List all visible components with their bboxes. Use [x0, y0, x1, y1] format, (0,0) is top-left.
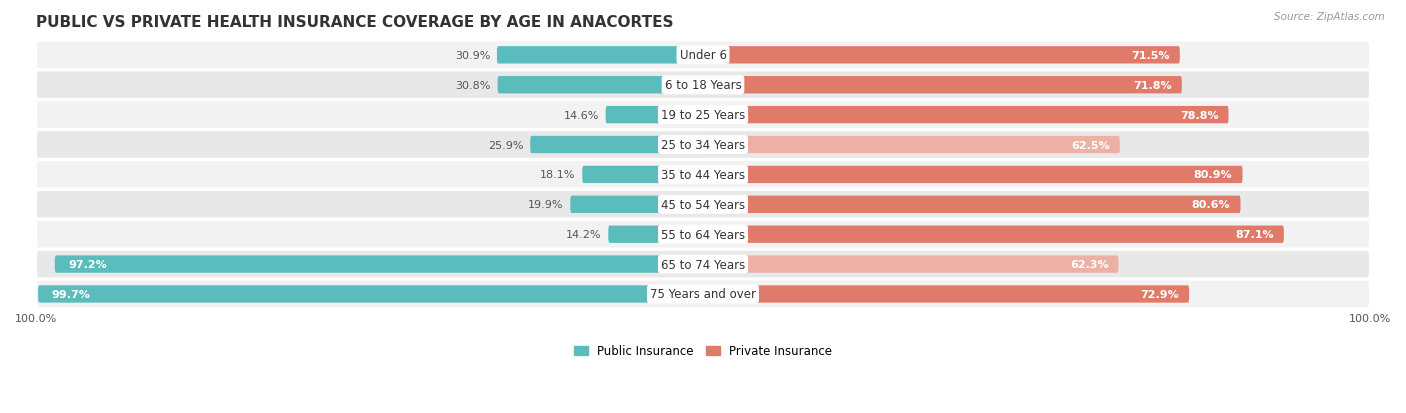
FancyBboxPatch shape [496, 47, 703, 64]
FancyBboxPatch shape [703, 137, 1119, 154]
Text: 19.9%: 19.9% [529, 200, 564, 210]
FancyBboxPatch shape [530, 137, 703, 154]
Text: Under 6: Under 6 [679, 49, 727, 62]
FancyBboxPatch shape [37, 71, 1369, 100]
Text: 62.3%: 62.3% [1070, 259, 1108, 269]
Text: 6 to 18 Years: 6 to 18 Years [665, 79, 741, 92]
Text: 80.6%: 80.6% [1192, 200, 1230, 210]
Text: 25.9%: 25.9% [488, 140, 523, 150]
FancyBboxPatch shape [498, 77, 703, 94]
Text: 97.2%: 97.2% [67, 259, 107, 269]
FancyBboxPatch shape [609, 226, 703, 243]
FancyBboxPatch shape [703, 107, 1229, 124]
Text: 19 to 25 Years: 19 to 25 Years [661, 109, 745, 122]
FancyBboxPatch shape [37, 220, 1369, 249]
Text: 18.1%: 18.1% [540, 170, 575, 180]
Text: 65 to 74 Years: 65 to 74 Years [661, 258, 745, 271]
Text: 25 to 34 Years: 25 to 34 Years [661, 139, 745, 152]
Text: 14.2%: 14.2% [567, 230, 602, 240]
Text: 75 Years and over: 75 Years and over [650, 288, 756, 301]
Text: 99.7%: 99.7% [52, 289, 90, 299]
FancyBboxPatch shape [37, 41, 1369, 70]
Text: 78.8%: 78.8% [1180, 110, 1219, 120]
FancyBboxPatch shape [37, 131, 1369, 159]
FancyBboxPatch shape [703, 47, 1180, 64]
Text: 80.9%: 80.9% [1194, 170, 1233, 180]
FancyBboxPatch shape [703, 166, 1243, 184]
Text: 35 to 44 Years: 35 to 44 Years [661, 169, 745, 181]
FancyBboxPatch shape [703, 196, 1240, 214]
FancyBboxPatch shape [582, 166, 703, 184]
FancyBboxPatch shape [38, 286, 703, 303]
FancyBboxPatch shape [703, 256, 1118, 273]
FancyBboxPatch shape [606, 107, 703, 124]
Text: 30.8%: 30.8% [456, 81, 491, 90]
FancyBboxPatch shape [703, 286, 1189, 303]
Text: 71.8%: 71.8% [1133, 81, 1171, 90]
FancyBboxPatch shape [37, 101, 1369, 130]
Text: 30.9%: 30.9% [456, 51, 491, 61]
FancyBboxPatch shape [55, 256, 703, 273]
Text: Source: ZipAtlas.com: Source: ZipAtlas.com [1274, 12, 1385, 22]
FancyBboxPatch shape [37, 161, 1369, 189]
FancyBboxPatch shape [703, 77, 1182, 94]
Legend: Public Insurance, Private Insurance: Public Insurance, Private Insurance [569, 340, 837, 362]
Text: 14.6%: 14.6% [564, 110, 599, 120]
FancyBboxPatch shape [37, 190, 1369, 219]
Text: 71.5%: 71.5% [1132, 51, 1170, 61]
FancyBboxPatch shape [703, 226, 1284, 243]
Text: 45 to 54 Years: 45 to 54 Years [661, 198, 745, 211]
Text: 72.9%: 72.9% [1140, 289, 1180, 299]
FancyBboxPatch shape [37, 250, 1369, 279]
FancyBboxPatch shape [37, 280, 1369, 309]
Text: 55 to 64 Years: 55 to 64 Years [661, 228, 745, 241]
FancyBboxPatch shape [571, 196, 703, 214]
Text: PUBLIC VS PRIVATE HEALTH INSURANCE COVERAGE BY AGE IN ANACORTES: PUBLIC VS PRIVATE HEALTH INSURANCE COVER… [37, 15, 673, 30]
Text: 87.1%: 87.1% [1236, 230, 1274, 240]
Text: 62.5%: 62.5% [1071, 140, 1109, 150]
